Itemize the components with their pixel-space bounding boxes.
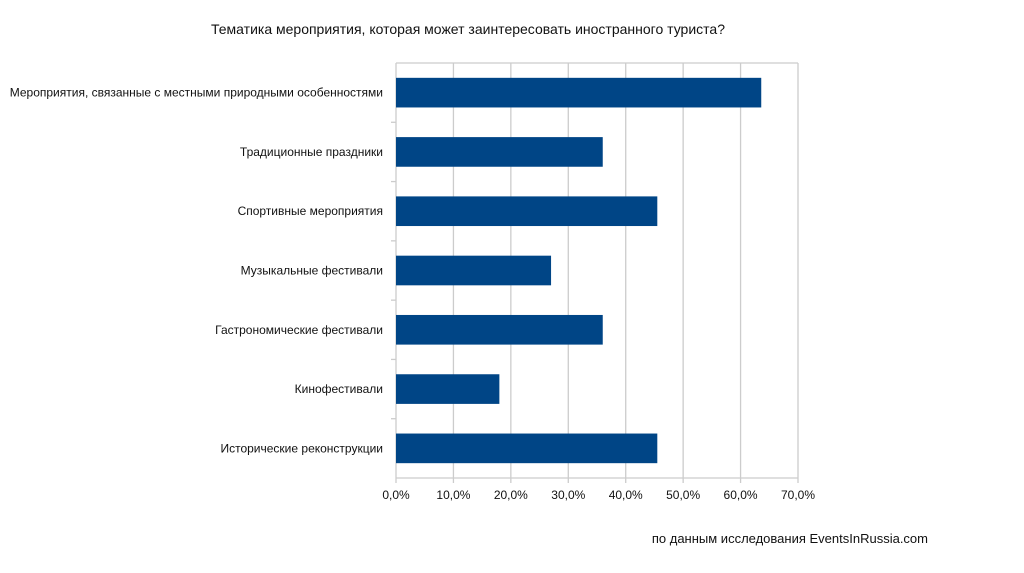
x-tick-label: 20,0% [494,488,528,502]
chart-title: Тематика мероприятия, которая может заин… [211,21,725,37]
x-tick-label: 30,0% [551,488,585,502]
category-label: Спортивные мероприятия [238,204,383,218]
category-label: Гастрономические фестивали [215,323,383,337]
category-label: Мероприятия, связанные с местными природ… [10,86,383,100]
category-label: Исторические реконструкции [220,441,383,455]
bar [396,77,762,108]
bar [396,137,603,167]
x-tick-label: 60,0% [724,488,758,502]
bar [396,255,552,286]
bar [396,433,658,464]
x-tick-label: 10,0% [436,488,470,502]
x-tick-label: 50,0% [666,488,700,502]
x-tick-label: 40,0% [609,488,643,502]
category-label: Кинофестивали [295,382,383,396]
source-annotation: по данным исследования EventsInRussia.co… [652,531,928,546]
bar [396,196,658,227]
bar [396,374,500,404]
x-tick-label: 70,0% [781,488,815,502]
category-label: Музыкальные фестивали [241,264,383,278]
category-label: Традиционные праздники [240,145,383,159]
x-tick-label: 0,0% [382,488,410,502]
bar [396,314,603,345]
